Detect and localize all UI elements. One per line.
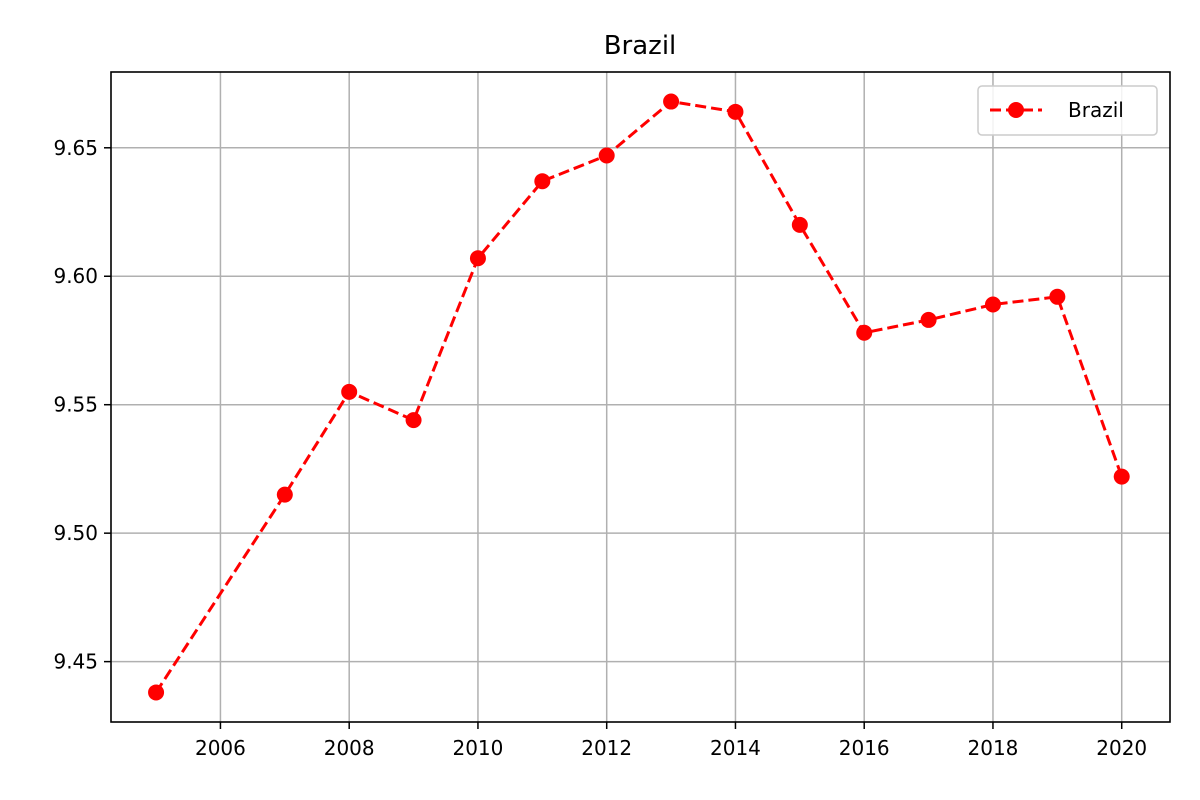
grid (111, 72, 1170, 722)
y-tick-label: 9.65 (53, 136, 98, 160)
x-tick-label: 2010 (452, 736, 503, 760)
data-point (727, 103, 744, 120)
data-point (534, 173, 551, 190)
chart-title: Brazil (604, 31, 677, 61)
axes-frame (110, 71, 1171, 723)
series-line (154, 100, 1124, 694)
legend-marker (1008, 102, 1024, 118)
data-point (148, 684, 165, 701)
y-axis: 9.45 9.50 9.55 9.60 9.65 (53, 136, 111, 674)
y-tick-label: 9.50 (53, 521, 98, 545)
data-point (341, 383, 358, 400)
x-axis: 2006 2008 2010 2012 2014 2016 2018 2020 (195, 722, 1147, 760)
data-point (598, 147, 615, 164)
x-tick-label: 2014 (710, 736, 761, 760)
data-point (469, 250, 486, 267)
data-point (405, 412, 422, 429)
x-tick-label: 2018 (968, 736, 1019, 760)
x-tick-label: 2012 (581, 736, 632, 760)
y-tick-label: 9.55 (53, 393, 98, 417)
data-point (1113, 468, 1130, 485)
data-point (791, 216, 808, 233)
legend-label: Brazil (1068, 98, 1124, 122)
x-tick-label: 2008 (324, 736, 375, 760)
data-point (984, 296, 1001, 313)
data-point (920, 311, 937, 328)
x-tick-label: 2006 (195, 736, 246, 760)
data-point (276, 486, 293, 503)
legend: Brazil (977, 85, 1158, 136)
series-brazil (148, 93, 1130, 701)
y-tick-label: 9.45 (53, 650, 98, 674)
data-point (856, 324, 873, 341)
y-tick-label: 9.60 (53, 264, 98, 288)
data-point (1049, 288, 1066, 305)
x-tick-label: 2016 (839, 736, 890, 760)
data-point (663, 93, 680, 110)
legend-box (977, 85, 1158, 136)
x-tick-label: 2020 (1096, 736, 1147, 760)
